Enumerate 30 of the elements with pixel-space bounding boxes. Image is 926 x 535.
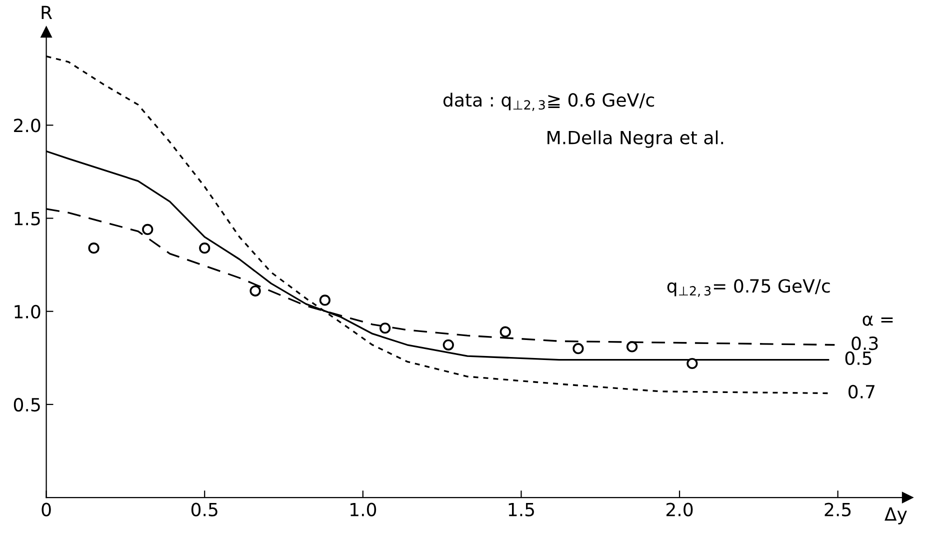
series-label: 0.5 <box>845 351 872 366</box>
point <box>572 343 584 354</box>
x-tick-label: 0 <box>42 502 51 516</box>
y-axis-title: R <box>42 6 52 20</box>
point <box>250 285 261 296</box>
annotation: q$_{⊥2,3}$= 0.75 GeV/c <box>667 279 830 297</box>
series-label: 0.3 <box>852 336 878 350</box>
point <box>380 322 391 334</box>
annotation: M.Della Negra et al. <box>548 130 724 148</box>
x-tick-label: 2.0 <box>666 502 693 516</box>
y-tick-label: 0.5 <box>14 398 40 412</box>
x-tick-label: 0.5 <box>191 502 218 516</box>
y-tick-label: 1.0 <box>14 304 40 318</box>
x-tick-label: 1.0 <box>350 502 376 516</box>
point <box>626 341 638 352</box>
y-tick-label: 1.5 <box>14 212 40 226</box>
point <box>686 358 698 370</box>
point <box>142 224 154 236</box>
x-tick-label: 1.5 <box>508 502 534 516</box>
annotation: α = <box>862 316 893 326</box>
annotation: data : q$_{⊥2,3}$≧ 0.6 GeV/c <box>443 92 654 111</box>
point <box>319 294 330 306</box>
point <box>442 339 454 350</box>
x-tick-label: 2.5 <box>824 502 851 516</box>
y-tick-label: 2.0 <box>14 118 40 132</box>
x-axis-title: Δy <box>884 507 907 524</box>
point <box>88 242 100 254</box>
point <box>500 326 511 338</box>
point <box>199 242 210 254</box>
series-label: 0.7 <box>848 384 874 399</box>
